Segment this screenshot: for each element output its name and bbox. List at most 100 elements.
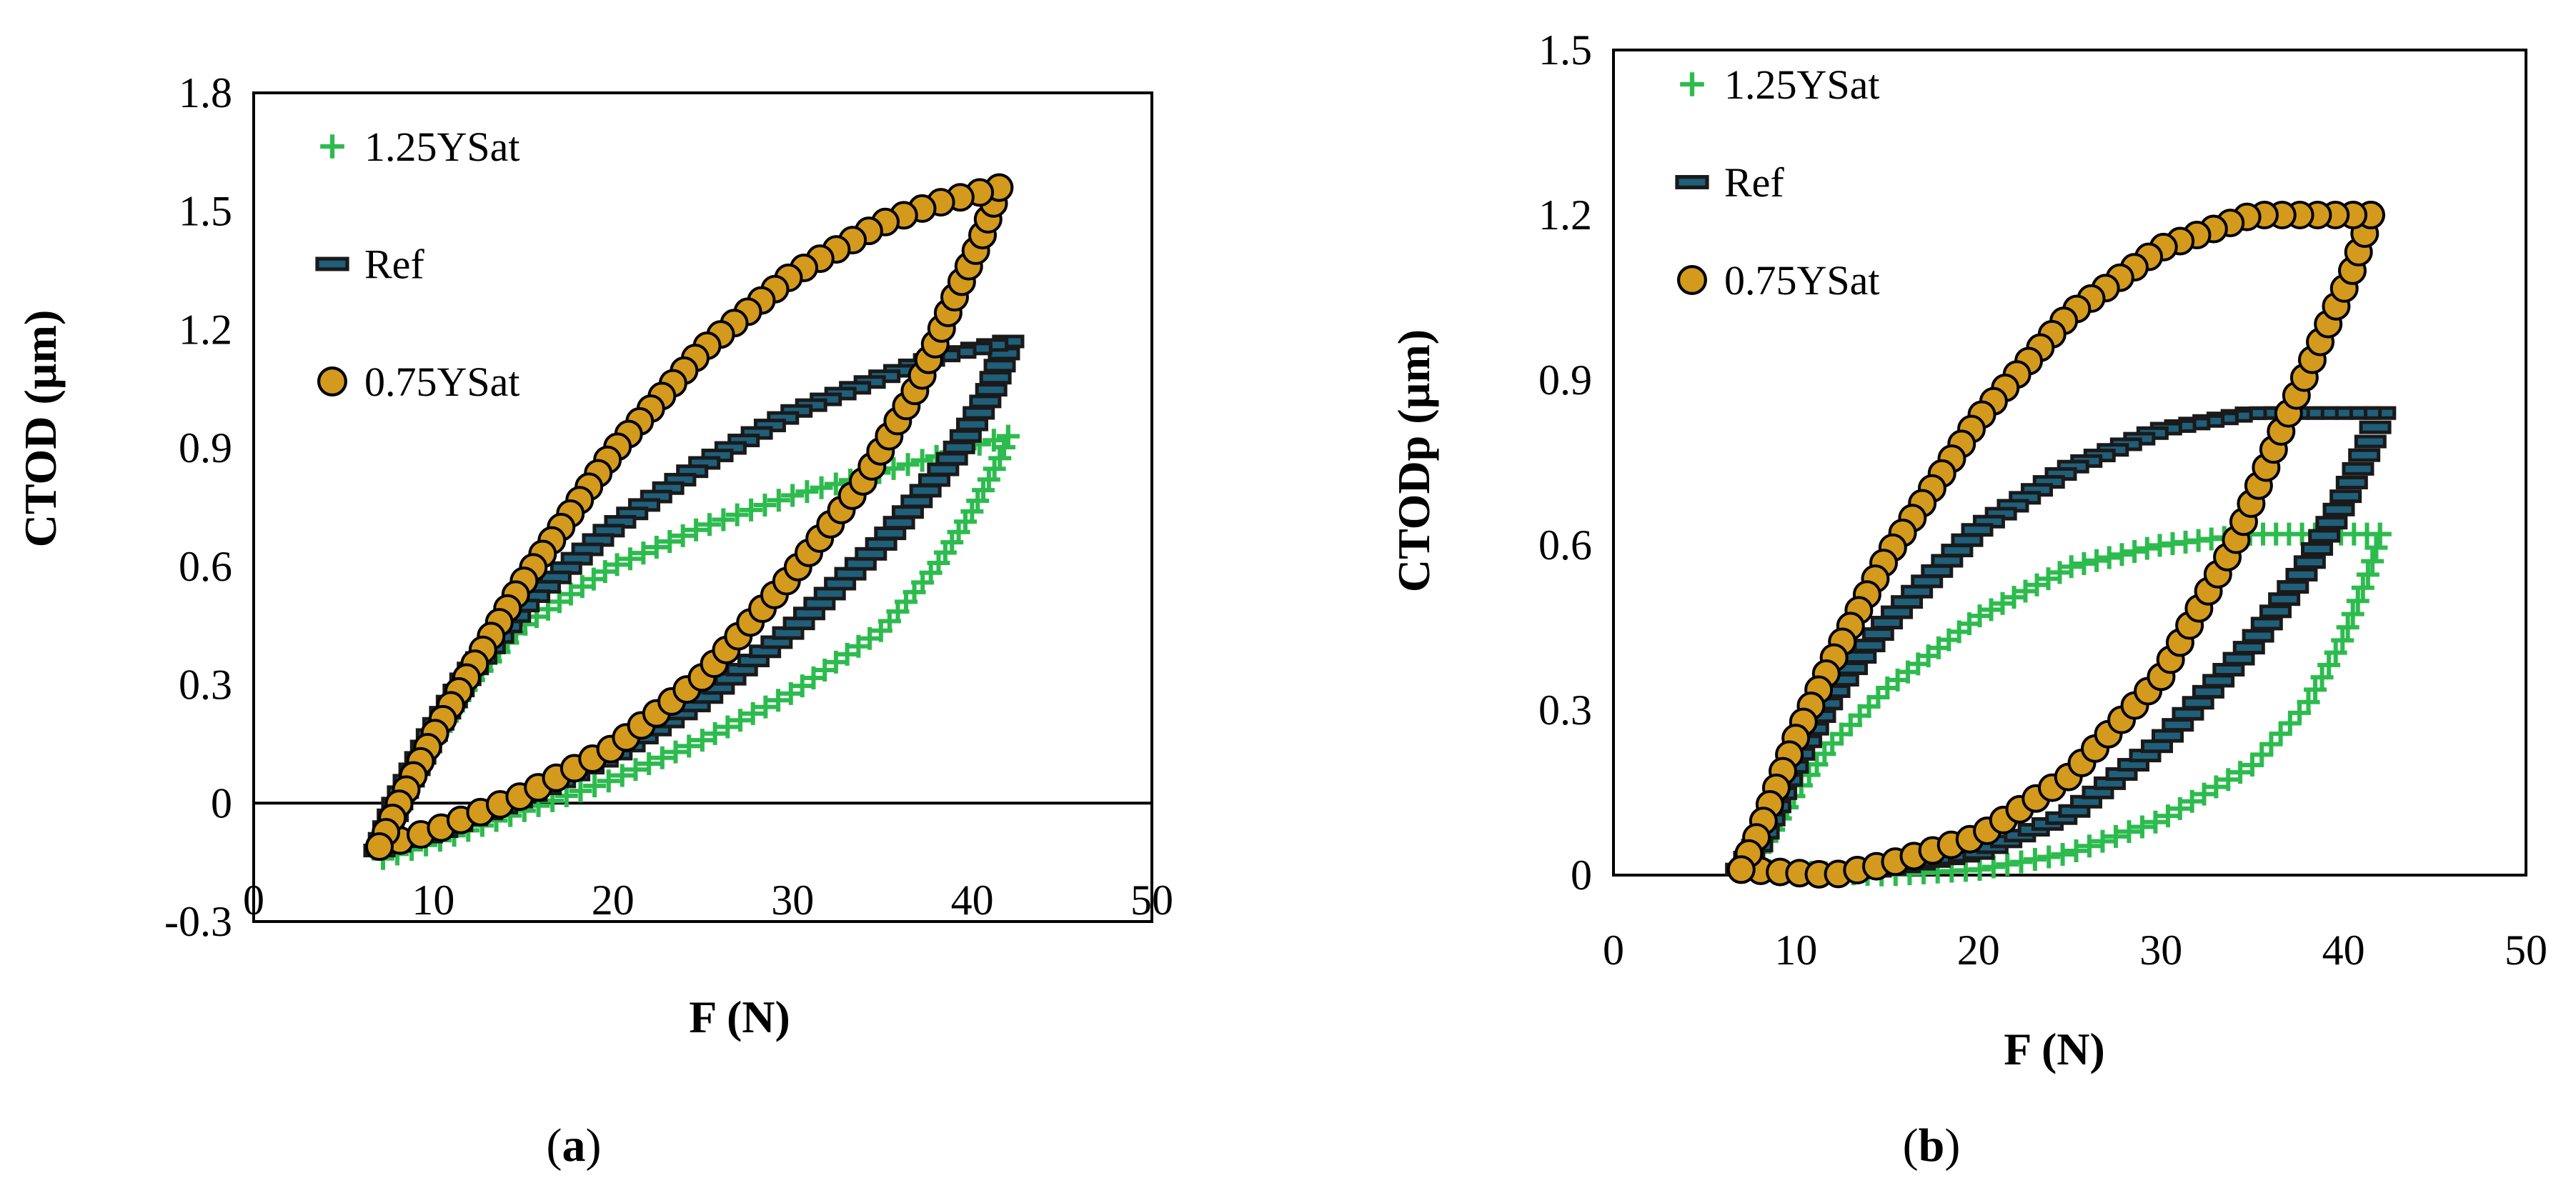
y-tick-label-b: 0.3 — [1538, 687, 1592, 734]
data-point — [909, 484, 942, 498]
data-point — [632, 541, 655, 565]
data-point — [2180, 789, 2204, 813]
data-point — [2091, 829, 2114, 853]
legend-a: 1.25YSat Ref 0.75YSat — [315, 124, 520, 405]
x-axis-title-b: F (N) — [2004, 1024, 2105, 1074]
legend-marker-circle — [1677, 265, 1708, 296]
data-point — [624, 758, 647, 782]
data-point — [2130, 815, 2154, 839]
data-point — [2361, 549, 2384, 573]
data-point — [650, 746, 674, 769]
data-point — [2135, 536, 2159, 560]
data-point — [767, 489, 790, 512]
data-point — [2192, 684, 2224, 699]
data-point — [2162, 718, 2194, 732]
y-tick-label-b: 1.2 — [1538, 191, 1592, 239]
data-point — [2222, 652, 2255, 666]
data-point — [597, 769, 620, 793]
series-075YSat-b — [1726, 201, 2385, 889]
y-tick-label-a: 0.3 — [179, 662, 232, 709]
data-point — [2037, 567, 2060, 591]
x-tick-label-a: 50 — [1130, 877, 1173, 924]
data-point — [2037, 845, 2061, 869]
legend-label: Ref — [364, 241, 424, 288]
data-point — [949, 429, 982, 443]
y-tick-label-b: 1.5 — [1538, 26, 1592, 74]
data-point — [983, 359, 1016, 373]
data-point — [671, 524, 695, 547]
data-point — [975, 383, 1008, 397]
panel-label-b: (b) — [1903, 1119, 1961, 1172]
data-point — [900, 494, 933, 509]
chart-panel-b: CTODp (µm) F (N) (b) 0 0.3 0.6 0.9 1.2 1.5 0 10… — [1388, 26, 2547, 1172]
panel-label-a-letter: a — [562, 1119, 586, 1172]
y-tick-label-a: 1.2 — [179, 306, 232, 353]
data-point — [703, 722, 727, 745]
data-point — [795, 480, 819, 504]
data-point — [677, 734, 701, 758]
legend-label: 0.75YSat — [1724, 257, 1880, 304]
x-tick-label-a: 40 — [951, 877, 994, 924]
data-point — [2348, 448, 2381, 462]
data-point — [658, 529, 682, 553]
data-point — [2308, 529, 2341, 543]
legend-label: 0.75YSat — [364, 359, 520, 405]
data-point — [2346, 589, 2369, 613]
data-point — [2152, 729, 2184, 743]
data-point — [740, 498, 763, 521]
data-point — [2331, 629, 2354, 652]
data-point — [2123, 539, 2147, 563]
y-tick-label-b: 0.9 — [1538, 356, 1592, 404]
data-point — [2359, 420, 2392, 434]
data-point — [645, 536, 668, 559]
data-point — [917, 473, 950, 487]
data-point — [2009, 850, 2033, 874]
data-point — [2351, 576, 2374, 599]
data-point — [882, 516, 915, 530]
data-point — [690, 729, 714, 752]
data-point — [637, 752, 661, 776]
data-point — [685, 518, 708, 541]
data-point — [712, 508, 735, 531]
data-point — [2212, 662, 2245, 677]
data-point — [1871, 616, 1904, 630]
data-point — [2335, 476, 2368, 490]
y-tick-label-b: 0.6 — [1538, 521, 1592, 569]
chart-panel-a: CTOD (µm) F (N) (a) -0.300.30.60.91.21.5… — [15, 69, 1173, 1172]
x-tick-label-b: 40 — [2322, 927, 2365, 974]
y-tick-label-a: 0.9 — [179, 424, 232, 471]
data-point — [1931, 554, 1964, 568]
data-point — [2297, 690, 2320, 714]
data-point — [364, 832, 394, 862]
data-point — [1901, 584, 1934, 599]
data-point — [935, 451, 968, 466]
data-point — [2285, 567, 2318, 581]
x-tick-label-b: 50 — [2505, 927, 2547, 974]
data-point — [943, 440, 975, 454]
data-point — [2341, 602, 2364, 626]
data-point — [754, 695, 777, 719]
data-point — [716, 715, 740, 739]
data-point — [2204, 775, 2228, 799]
data-point — [2182, 696, 2214, 710]
y-tick-label-a: 0.6 — [179, 543, 232, 590]
x-tick-label-a: 20 — [592, 877, 635, 924]
data-point — [1941, 544, 1974, 558]
x-tick-label-a: 0 — [243, 877, 264, 924]
data-point — [874, 526, 907, 541]
x-tick-label-b: 0 — [1603, 927, 1624, 974]
data-point — [2364, 536, 2388, 559]
x-tick-label-a: 30 — [771, 877, 814, 924]
data-point — [2059, 555, 2083, 579]
data-point — [2156, 804, 2179, 828]
panel-label-a: (a) — [547, 1119, 602, 1172]
data-point — [2336, 616, 2359, 639]
data-point — [2104, 824, 2127, 848]
data-point — [2342, 461, 2374, 476]
data-point — [2148, 534, 2172, 557]
data-point — [1911, 574, 1944, 589]
data-point — [618, 547, 642, 571]
data-point — [969, 394, 1002, 409]
legend-label: Ref — [1724, 159, 1784, 206]
